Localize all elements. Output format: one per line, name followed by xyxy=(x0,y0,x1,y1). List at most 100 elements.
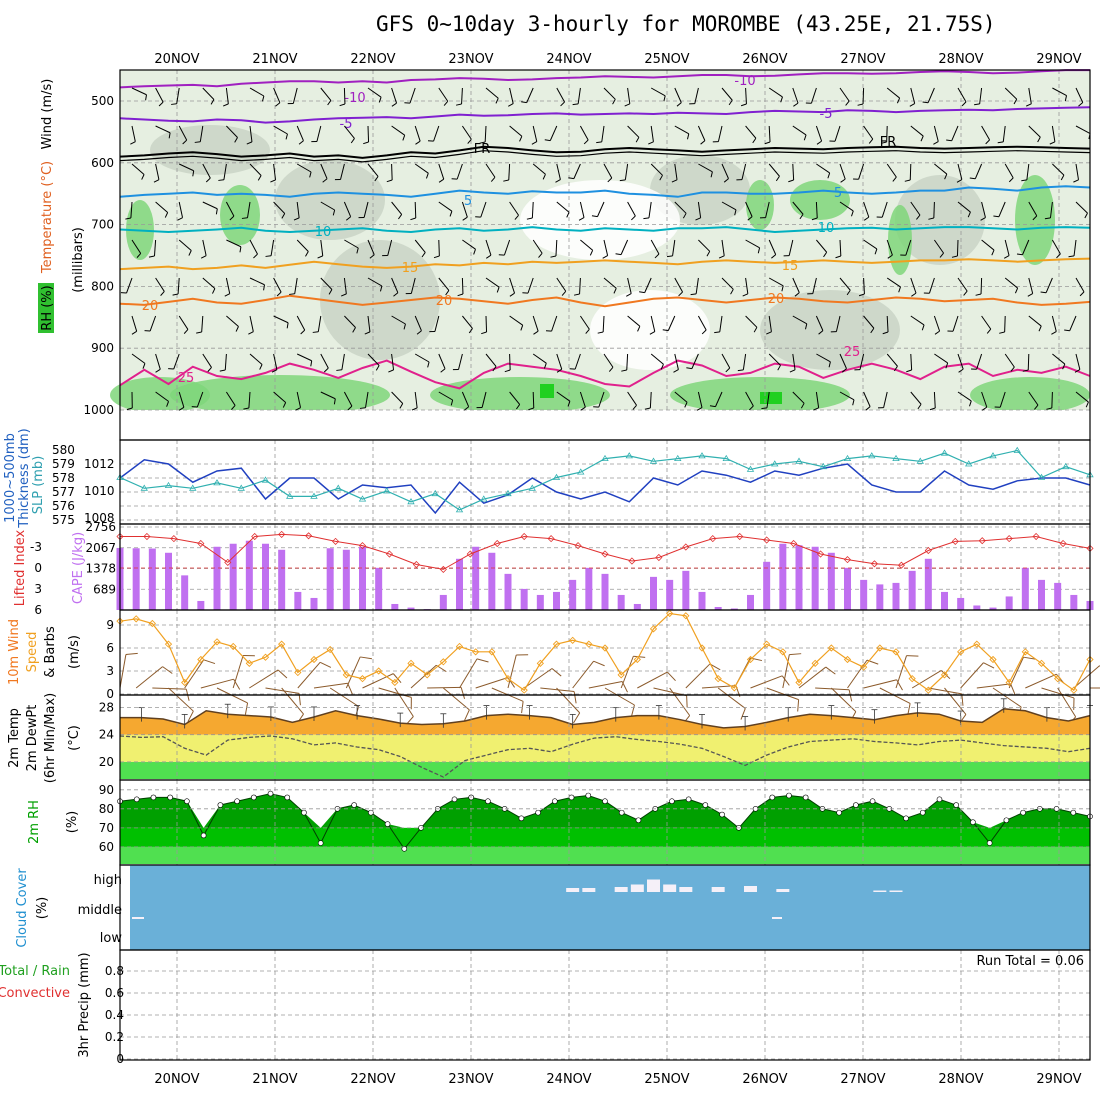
wind-barb-flag xyxy=(596,141,602,144)
wind-barb-flag xyxy=(597,331,604,334)
wind-barb-flag xyxy=(811,217,818,221)
wind-barb-flag xyxy=(789,653,802,656)
wind-barb-flag xyxy=(281,213,286,219)
rh-contour-area xyxy=(1015,175,1055,265)
wind-barb-flag xyxy=(293,217,300,221)
wind-barb xyxy=(768,353,781,366)
wind-barb xyxy=(178,315,189,330)
wind-barb-flag xyxy=(621,369,627,372)
wind-barb xyxy=(648,201,652,218)
wind-barb-flag xyxy=(526,217,533,220)
wind-barb-flag xyxy=(607,177,613,183)
wind-speed-marker xyxy=(730,684,738,692)
wind-barb-flag xyxy=(476,658,489,663)
wind-barb-flag xyxy=(519,136,523,142)
wind-barb xyxy=(957,391,972,402)
wind-speed-marker xyxy=(407,659,415,667)
wind-barb-flag xyxy=(125,217,131,220)
wind-barb-flag xyxy=(411,407,418,411)
wind-barb xyxy=(579,201,585,218)
wind-barb xyxy=(410,664,437,689)
wind-barb xyxy=(131,353,146,364)
wind-barb xyxy=(378,687,412,698)
rh-marker xyxy=(719,811,725,818)
li-marker xyxy=(197,539,205,548)
wind-barb xyxy=(862,87,865,105)
li-marker xyxy=(493,539,501,548)
wind-barb xyxy=(363,201,369,218)
wind-barb-flag xyxy=(295,407,301,411)
wind-speed-marker xyxy=(940,671,949,679)
rh-marker xyxy=(250,794,257,801)
wind-barb xyxy=(296,315,306,331)
wind-barb-flag xyxy=(951,255,958,258)
wind-barb xyxy=(313,682,348,689)
wind-barb-flag xyxy=(608,366,614,372)
wind-barb xyxy=(387,239,393,256)
wind-barb xyxy=(320,87,332,101)
li-marker xyxy=(466,550,474,558)
slp-marker xyxy=(601,454,609,461)
wind-barb xyxy=(910,277,917,294)
rh-marker xyxy=(786,792,792,799)
rh-marker xyxy=(234,798,240,805)
li-marker xyxy=(1059,539,1067,548)
wind-barb xyxy=(391,277,399,293)
wind-barb xyxy=(1049,201,1053,218)
cape-bar xyxy=(278,549,286,610)
wind-barb-flag xyxy=(166,401,170,407)
wind-barb-flag xyxy=(999,331,1005,334)
wind-barb xyxy=(329,687,359,707)
wind-barb-flag xyxy=(285,133,288,140)
pressure-tick-label: 1000 xyxy=(83,403,114,417)
wind-barb xyxy=(173,353,180,370)
wind-barb-flag xyxy=(682,213,687,219)
high-cloud-bar xyxy=(711,887,725,892)
wind-barb xyxy=(273,391,287,403)
wind-barb xyxy=(296,201,300,218)
wind-barb xyxy=(177,277,180,294)
slp-marker xyxy=(868,452,876,459)
wind-barb xyxy=(580,239,593,251)
wind-barb-flag xyxy=(463,709,470,721)
wind-barb xyxy=(297,662,321,689)
wind-barb xyxy=(320,239,324,256)
wind-barb xyxy=(597,201,605,217)
wind-barb-flag xyxy=(277,669,288,679)
wind-barb xyxy=(343,391,353,407)
wind-barb-flag xyxy=(643,217,650,220)
wind-barb xyxy=(627,315,641,327)
wind-barb xyxy=(249,125,253,142)
wind-barb xyxy=(798,666,827,689)
wind-barb-flag xyxy=(1073,179,1079,183)
wind-barb xyxy=(176,87,180,104)
wind-barb xyxy=(434,315,440,332)
wind-barb xyxy=(956,239,959,257)
date-axes: 20NOV 20NOV 21NOV 21NOV 22NOV 22NOV 23NOV 23NOV… xyxy=(154,52,1081,1087)
wind-barb-flag xyxy=(261,95,265,102)
wind-barb-flag xyxy=(904,179,911,182)
rh-marker xyxy=(769,794,776,801)
wind-barb-flag xyxy=(644,407,651,410)
wind-barb-flag xyxy=(126,407,133,411)
cape-bar xyxy=(1070,594,1078,610)
wind-barb xyxy=(1052,87,1067,96)
wind-barb-flag xyxy=(911,292,917,297)
wind-barb-flag xyxy=(823,251,828,258)
wind-speed-marker xyxy=(795,678,803,687)
cape-bar xyxy=(892,582,900,610)
date-label-top: 20NOV xyxy=(154,52,199,67)
thickness-tick-label: 578 xyxy=(52,471,75,485)
li-marker xyxy=(251,532,259,541)
wind-barb-flag xyxy=(566,212,570,218)
li-label: Lifted Index xyxy=(13,529,28,606)
wind-barb xyxy=(367,163,379,177)
wind-barb xyxy=(414,201,417,219)
high-cloud-bar xyxy=(776,889,790,892)
wind-barb xyxy=(792,315,808,325)
wind-barb xyxy=(933,391,936,409)
wind-barb-flag xyxy=(182,139,188,145)
slp-tick-label: 1010 xyxy=(84,484,115,498)
wind-barb xyxy=(551,315,558,332)
temp-tick-label: 24 xyxy=(99,728,114,742)
